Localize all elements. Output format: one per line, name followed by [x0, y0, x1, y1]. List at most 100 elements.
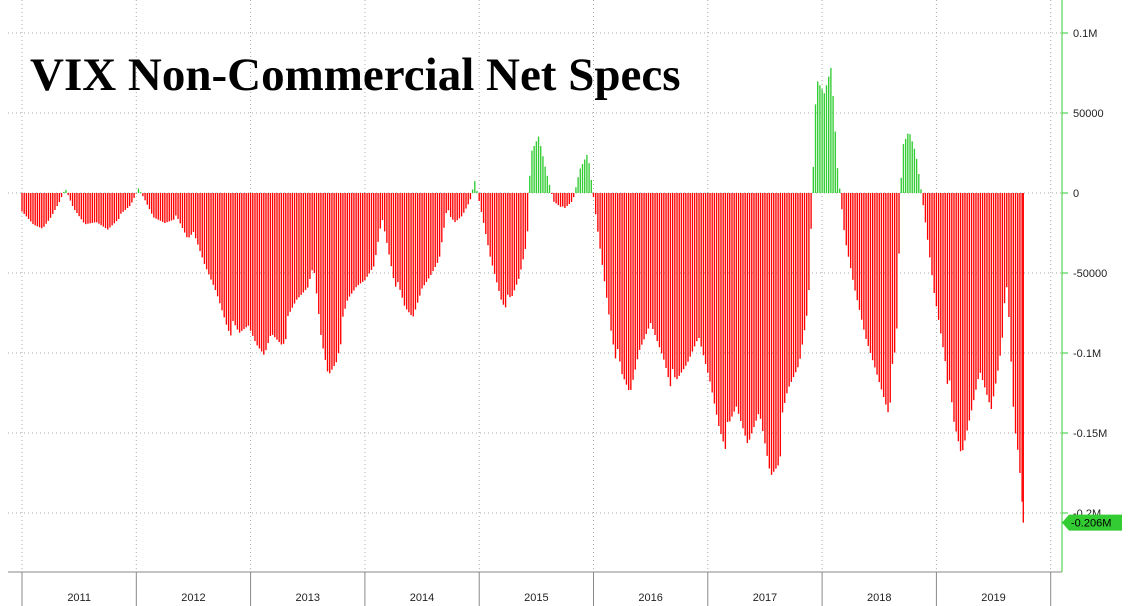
bar [825, 85, 828, 193]
bar [454, 193, 456, 223]
bar [384, 193, 386, 232]
bar [922, 193, 924, 206]
bar [63, 191, 65, 193]
bar [768, 193, 771, 469]
bar [586, 154, 588, 193]
bar [267, 193, 269, 344]
bar [636, 193, 639, 360]
bar [535, 141, 538, 193]
bar [599, 193, 601, 249]
bar [924, 193, 927, 223]
bar [447, 193, 450, 211]
bar [260, 193, 263, 352]
bar [777, 193, 779, 466]
bar [96, 193, 98, 223]
bar [487, 193, 489, 246]
bar [645, 193, 647, 334]
bar [403, 193, 406, 306]
bar [498, 193, 500, 291]
bar [353, 193, 355, 291]
bar [663, 193, 665, 360]
bar [902, 144, 905, 193]
bar [186, 193, 188, 238]
bar [504, 193, 507, 308]
bar [849, 193, 852, 269]
bar [700, 193, 702, 347]
bar [329, 193, 331, 374]
bar [988, 193, 990, 403]
bar [617, 193, 619, 350]
bar [111, 193, 113, 226]
bar [274, 193, 276, 338]
bar [702, 193, 705, 356]
bar [181, 193, 184, 228]
bar [711, 193, 713, 393]
bar [799, 193, 801, 359]
bar [953, 193, 955, 422]
bar [159, 193, 162, 221]
bar [370, 193, 373, 270]
bar [485, 193, 487, 235]
bar [153, 193, 155, 218]
bar [423, 193, 425, 286]
bar [491, 193, 494, 266]
bar [91, 193, 94, 223]
bar [98, 193, 100, 224]
bar [553, 193, 555, 202]
bar [287, 193, 289, 316]
bar [726, 193, 729, 423]
bar [841, 193, 843, 210]
bars [21, 67, 1024, 523]
bar [649, 193, 652, 324]
bar [786, 193, 788, 394]
bar [614, 193, 617, 359]
bar [362, 193, 364, 282]
bar [995, 193, 997, 384]
bar [704, 193, 707, 364]
bar [843, 193, 845, 231]
bar [878, 193, 880, 383]
bar [643, 193, 645, 340]
bar [430, 193, 432, 276]
bar [241, 193, 243, 331]
bar [199, 193, 201, 251]
bar [926, 193, 929, 240]
bar [210, 193, 212, 280]
bar [357, 193, 359, 286]
bar [205, 193, 208, 270]
bar [770, 193, 773, 475]
bar [443, 193, 445, 228]
bar [342, 193, 344, 317]
bar [720, 193, 722, 435]
bar [542, 156, 544, 193]
bar [885, 193, 887, 405]
bar [647, 193, 650, 329]
bar [80, 193, 83, 220]
bar [698, 193, 700, 339]
bar [58, 193, 61, 203]
bar [682, 193, 685, 370]
bar [513, 193, 516, 291]
y-tick-label: -0.1M [1073, 348, 1101, 360]
bar [302, 193, 305, 293]
bar [201, 193, 203, 258]
bar [401, 193, 403, 298]
bar [421, 193, 423, 289]
bar [753, 193, 755, 428]
bar [307, 193, 309, 288]
bar [665, 193, 667, 368]
bar [962, 193, 964, 451]
bar [621, 193, 623, 375]
bar [540, 146, 542, 193]
bar [441, 193, 443, 243]
bar [291, 193, 294, 308]
bar [955, 193, 957, 432]
bar [27, 193, 30, 219]
bar [469, 193, 472, 200]
bar [394, 193, 397, 287]
bar [278, 193, 280, 343]
bar [918, 173, 920, 193]
bar [975, 193, 977, 390]
bar [911, 141, 913, 193]
bar [893, 193, 896, 353]
